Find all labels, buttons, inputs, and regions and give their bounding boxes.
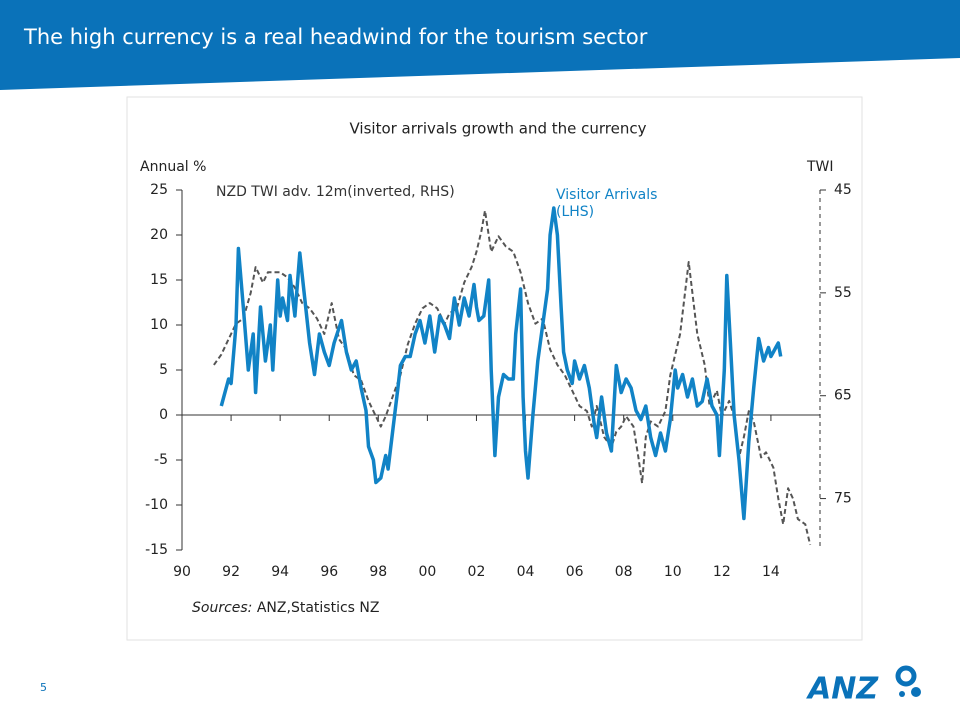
x-tick-label: 94 [271,564,289,580]
x-tick-label: 14 [762,564,780,580]
x-tick-label: 00 [418,564,436,580]
y-tick-label: 20 [150,227,168,243]
logo-mark [895,665,921,697]
source-note: Sources: ANZ,Statistics NZ [192,600,379,616]
x-tick-label: 90 [173,564,191,580]
source-text: ANZ,Statistics NZ [257,600,380,616]
y-tick-label: 5 [159,362,168,378]
y2-axis-label: TWI [806,159,834,175]
x-tick-label: 12 [713,564,731,580]
y-tick-label: 25 [150,182,168,198]
y2-tick-label: 75 [834,491,852,507]
y-tick-label: 10 [150,317,168,333]
series-line [219,206,783,521]
y-tick-label: 0 [159,407,168,423]
header-band [0,0,960,90]
slide-title: The high currency is a real headwind for… [23,25,648,49]
chart-panel [126,96,863,641]
y-tick-label: -5 [154,452,168,468]
legend-arrivals: Visitor Arrivals (LHS) [556,187,658,220]
x-tick-label: 10 [664,564,682,580]
x-tick-label: 98 [369,564,387,580]
x-tick-label: 96 [320,564,338,580]
source-label: Sources: [192,600,252,616]
x-tick-label: 04 [517,564,535,580]
page-number: 5 [40,681,47,694]
logo-text: ANZ [806,672,879,707]
y-tick-label: -10 [145,497,168,513]
legend-twi: NZD TWI adv. 12m(inverted, RHS) [216,184,455,200]
y-axis-label: Annual % [140,159,206,175]
x-tick-label: 92 [222,564,240,580]
chart-title: Visitor arrivals growth and the currency [349,120,646,138]
y2-tick-label: 55 [834,285,852,301]
y2-tick-label: 45 [834,182,852,198]
x-tick-label: 02 [468,564,486,580]
x-tick-label: 08 [615,564,633,580]
y-tick-label: -15 [145,542,168,558]
y2-tick-label: 65 [834,388,852,404]
x-tick-label: 06 [566,564,584,580]
y-tick-label: 15 [150,272,168,288]
